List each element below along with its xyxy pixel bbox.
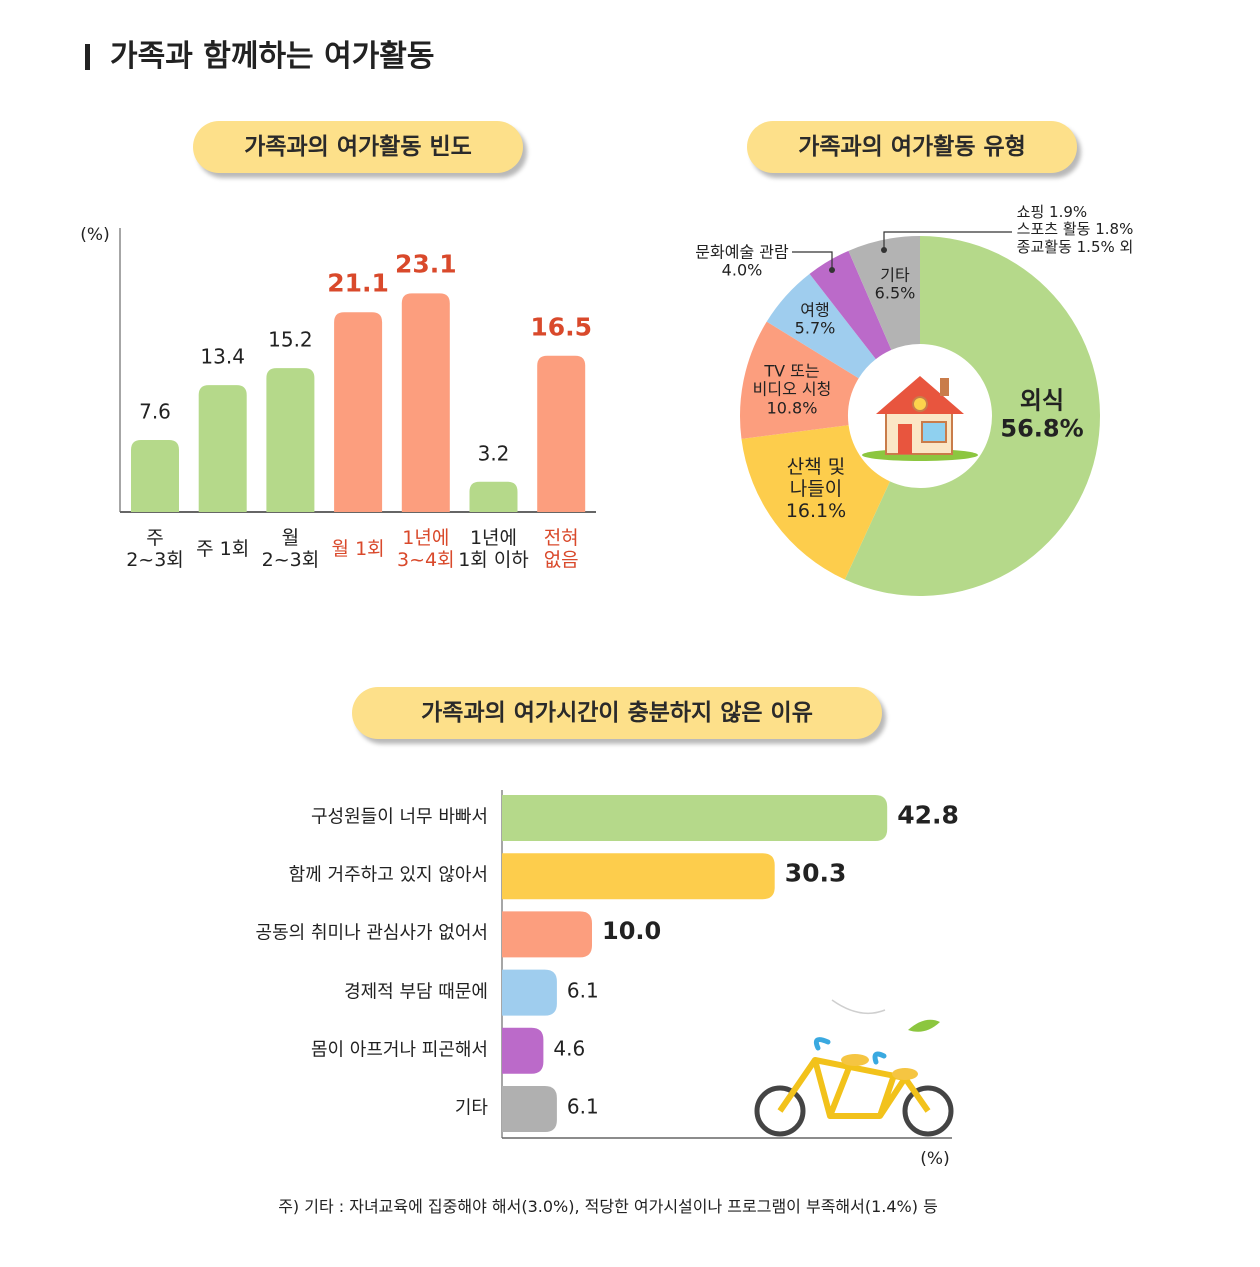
y-tick-label: 몸이 아프거나 피곤해서 <box>310 1039 488 1061</box>
y-axis-label: (%) <box>80 225 110 246</box>
bar <box>334 312 383 512</box>
bar <box>537 355 586 512</box>
x-tick-label: 주 1회 <box>196 538 250 561</box>
x-tick-label: 1년에 3~4회 <box>397 527 455 571</box>
donut-slice <box>740 321 859 439</box>
x-tick-label: 월 2~3회 <box>261 527 320 571</box>
slice-label: 외식 56.8% <box>1000 387 1083 442</box>
slice-value: 5.7% <box>794 319 836 338</box>
value-label: 6.1 <box>566 978 599 1003</box>
slice-name: 산책 및 나들이 <box>786 456 846 501</box>
bar <box>502 1086 557 1132</box>
bar <box>502 969 557 1016</box>
x-tick-label: 전혀 없음 <box>543 527 579 571</box>
chart-title: 가족과의 여가시간이 충분하지 않은 이유 <box>352 687 882 739</box>
y-tick-label: 기타 <box>454 1097 488 1119</box>
slice-label: 산책 및 나들이 16.1% <box>785 456 847 523</box>
leader-dot <box>881 247 887 253</box>
slice-value: 6.5% <box>874 284 916 303</box>
x-tick-label: 1년에 1회 이하 <box>458 527 529 571</box>
bar <box>131 440 179 512</box>
slice-value: 16.1% <box>785 499 847 522</box>
value-label: 6.1 <box>566 1094 599 1119</box>
slice-name: TV 또는 비디오 시청 <box>752 361 832 399</box>
slice-name: 여행 <box>800 300 830 320</box>
slice-value: 4.0% <box>721 261 763 280</box>
slice-label: 문화예술 관람 4.0% <box>695 242 789 281</box>
donut-slice <box>741 425 890 580</box>
value-label: 21.1 <box>327 268 389 298</box>
chart-title: 가족과의 여가활동 빈도 <box>193 121 523 173</box>
slice-label: TV 또는 비디오 시청 10.8% <box>753 362 832 417</box>
x-tick-label: 주 2~3회 <box>126 527 184 571</box>
donut-slice <box>844 236 1100 596</box>
x-tick-label: 월 1회 <box>331 538 385 561</box>
slice-name: 외식 <box>1019 386 1065 415</box>
bar <box>502 853 775 900</box>
main-title: 가족과 함께하는 여가활동 <box>110 38 435 74</box>
donut-slice <box>848 236 920 350</box>
value-label: 42.8 <box>897 800 959 830</box>
y-tick-label: 함께 거주하고 있지 않아서 <box>288 864 488 886</box>
y-tick-label: 구성원들이 너무 바빠서 <box>310 806 488 828</box>
value-label: 16.5 <box>530 312 593 342</box>
value-label: 15.2 <box>268 327 313 352</box>
slice-value: 56.8% <box>1000 414 1084 442</box>
value-label: 4.6 <box>553 1036 586 1061</box>
value-label: 10.0 <box>602 917 662 946</box>
slice-label: 기타 6.5% <box>874 265 916 304</box>
title-marker <box>85 44 90 70</box>
annotation: 쇼핑 1.9% 스포츠 활동 1.8% 종교활동 1.5% 외 <box>1016 203 1134 256</box>
value-label: 30.3 <box>784 858 847 888</box>
slice-label: 여행 5.7% <box>794 300 836 339</box>
bar <box>198 385 247 512</box>
leader-line <box>883 231 1012 250</box>
value-label: 13.4 <box>200 344 245 369</box>
donut-slice <box>809 250 892 360</box>
y-tick-label: 경제적 부담 때문에 <box>344 981 488 1003</box>
footnote: 주) 기타 : 자녀교육에 집중해야 해서(3.0%), 적당한 여가시설이나 … <box>278 1196 938 1216</box>
value-label: 7.6 <box>139 399 171 424</box>
bar <box>469 481 518 512</box>
bar <box>502 911 592 958</box>
value-label: 23.1 <box>394 249 457 279</box>
x-axis-label: (%) <box>920 1149 950 1170</box>
bar <box>266 368 315 512</box>
slice-value: 10.8% <box>766 398 818 418</box>
chart-title: 가족과의 여가활동 유형 <box>747 121 1077 173</box>
value-label: 3.2 <box>477 441 510 466</box>
bar <box>502 795 888 841</box>
leader-line <box>792 251 833 268</box>
slice-name: 기타 <box>880 265 910 285</box>
bicycle-decoration <box>754 999 954 1137</box>
y-tick-label: 공동의 취미나 관심사가 없어서 <box>255 923 488 945</box>
slice-name: 문화예술 관람 <box>695 242 789 262</box>
bar <box>401 293 450 512</box>
donut-slice <box>766 273 876 379</box>
leader-dot <box>829 267 835 273</box>
bar <box>502 1027 544 1074</box>
house-icon <box>862 376 978 461</box>
